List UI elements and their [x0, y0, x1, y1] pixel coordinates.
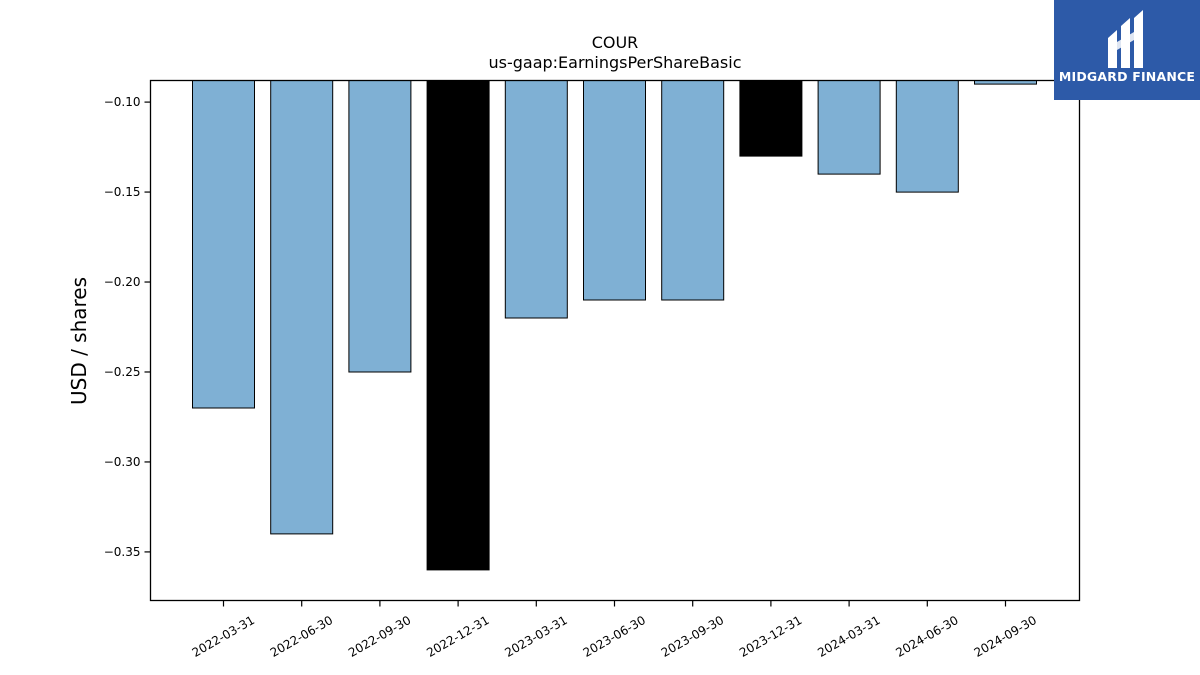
x-tick-label: 2023-06-30 — [581, 613, 648, 660]
y-tick-label: −0.15 — [104, 185, 141, 199]
bar — [895, 80, 959, 193]
x-tick-label: 2022-12-31 — [424, 613, 491, 660]
bar — [270, 80, 334, 535]
chart-title: COUR — [592, 33, 639, 52]
y-tick-label: −0.10 — [104, 95, 141, 109]
x-tick-label: 2022-09-30 — [346, 613, 413, 660]
x-axis: 2022-03-31 2022-06-30 2022-09-30 2022-12-31… — [190, 600, 1039, 660]
y-axis-label: USD / shares — [67, 277, 91, 405]
y-tick-label: −0.35 — [104, 545, 141, 559]
bar — [817, 80, 881, 175]
bar — [426, 80, 490, 571]
bar — [661, 80, 725, 301]
x-tick-label: 2022-06-30 — [268, 613, 335, 660]
y-axis: −0.10 −0.15 −0.20 −0.25 −0.30 −0.35 — [104, 95, 151, 559]
x-tick-label: 2022-03-31 — [190, 613, 257, 660]
y-tick-label: −0.20 — [104, 275, 141, 289]
y-tick-label: −0.30 — [104, 455, 141, 469]
plot-frame — [149, 79, 1081, 602]
x-tick-label: 2023-09-30 — [659, 613, 726, 660]
x-tick-label: 2024-03-31 — [815, 613, 882, 660]
bars-group — [192, 80, 1037, 571]
x-tick-label: 2023-12-31 — [737, 613, 804, 660]
brand-logo: MIDGARD FINANCE — [1054, 0, 1200, 100]
brand-name: MIDGARD FINANCE — [1058, 69, 1196, 84]
x-tick-label: 2024-06-30 — [893, 613, 960, 660]
bar — [192, 80, 255, 409]
chart-subtitle: us-gaap:EarningsPerShareBasic — [488, 53, 741, 72]
bar — [348, 80, 412, 373]
bar — [739, 80, 803, 157]
y-tick-label: −0.25 — [104, 365, 141, 379]
x-tick-label: 2024-09-30 — [972, 613, 1039, 660]
bar — [504, 80, 568, 319]
bar — [583, 80, 646, 301]
logo-mark-icon — [1108, 10, 1143, 68]
x-tick-label: 2023-03-31 — [502, 613, 569, 660]
